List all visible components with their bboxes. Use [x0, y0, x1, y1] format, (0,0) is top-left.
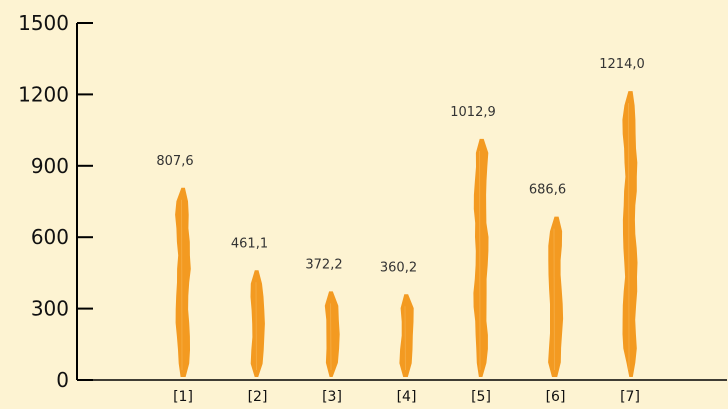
bars: [175, 91, 638, 377]
x-tick-label: [2]: [248, 389, 268, 405]
x-tick-labels: [1] [2] [3] [4] [5] [6] [7]: [173, 389, 640, 405]
bar: [175, 187, 191, 377]
y-tick-label: 1500: [18, 11, 69, 35]
bar-streak: [628, 103, 630, 371]
data-label: 360,2: [380, 260, 417, 275]
x-tick-label: [7]: [620, 389, 640, 405]
bar-streak: [404, 306, 406, 371]
bar: [473, 138, 489, 377]
bar: [548, 216, 564, 377]
bar-streak: [181, 199, 183, 371]
x-tick-label: [4]: [397, 389, 417, 405]
data-label: 372,2: [305, 257, 342, 272]
bar-streak: [553, 228, 555, 371]
data-label: 686,6: [529, 183, 566, 198]
x-tick-label: [6]: [546, 389, 566, 405]
x-tick-label: [1]: [173, 389, 193, 405]
data-label: 1214,0: [599, 57, 645, 72]
data-label: 807,6: [156, 154, 193, 169]
y-tick-label: 0: [56, 368, 69, 392]
bar: [250, 270, 265, 377]
data-label: 1012,9: [450, 105, 496, 120]
y-tick-label: 600: [31, 225, 69, 249]
y-tick-label: 300: [31, 297, 69, 321]
y-tick-label: 900: [31, 154, 69, 178]
data-label: 461,1: [231, 236, 268, 251]
bar-streak: [255, 282, 257, 371]
bar-streak: [330, 303, 332, 371]
y-axis: 0 300 600 900 1200 1500: [18, 11, 93, 392]
data-labels: 807,6 461,1 372,2 360,2 1012,9 686,6 1214,0: [156, 57, 644, 275]
x-tick-label: [3]: [322, 389, 342, 405]
y-tick-label: 1200: [18, 82, 69, 106]
bar: [324, 291, 340, 377]
bar: [399, 294, 414, 377]
bar-streak: [479, 150, 481, 371]
x-tick-label: [5]: [471, 389, 491, 405]
bar: [622, 91, 638, 377]
